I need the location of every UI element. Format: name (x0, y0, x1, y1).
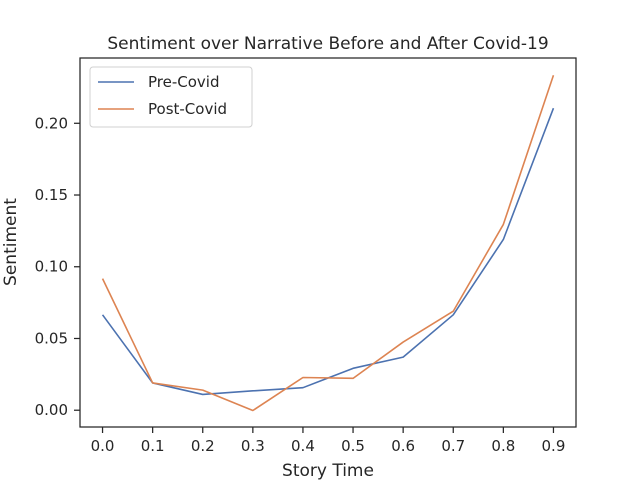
y-axis-label: Sentiment (1, 198, 21, 286)
legend-label-pre-covid: Pre-Covid (148, 73, 219, 91)
x-tick-label: 0.7 (441, 437, 465, 455)
plot-frame (79, 57, 577, 428)
x-axis-ticks: 0.0 0.1 0.2 0.3 0.4 0.5 0.6 0.7 0.8 0.9 (91, 427, 566, 455)
y-tick-label: 0.15 (35, 186, 68, 204)
chart-title: Sentiment over Narrative Before and Afte… (107, 34, 548, 54)
x-tick-label: 0.9 (542, 437, 566, 455)
series-line-post-covid (101, 74, 555, 412)
x-tick-label: 0.2 (191, 437, 215, 455)
x-tick-label: 0.6 (391, 437, 415, 455)
y-tick-label: 0.10 (35, 258, 68, 276)
y-tick-label: 0.00 (35, 401, 68, 419)
y-tick-label: 0.20 (35, 114, 68, 132)
x-tick-label: 0.5 (341, 437, 365, 455)
y-axis-ticks: 0.00 0.05 0.10 0.15 0.20 (35, 114, 80, 419)
plot-series (101, 74, 555, 412)
legend-label-post-covid: Post-Covid (148, 100, 227, 118)
x-axis-label: Story Time (282, 461, 374, 480)
x-tick-label: 0.0 (91, 437, 115, 455)
legend: Pre-Covid Post-Covid (89, 66, 253, 128)
x-tick-label: 0.3 (241, 437, 265, 455)
x-tick-label: 0.8 (491, 437, 515, 455)
y-tick-label: 0.05 (35, 329, 68, 347)
x-tick-label: 0.1 (141, 437, 165, 455)
x-tick-label: 0.4 (291, 437, 315, 455)
